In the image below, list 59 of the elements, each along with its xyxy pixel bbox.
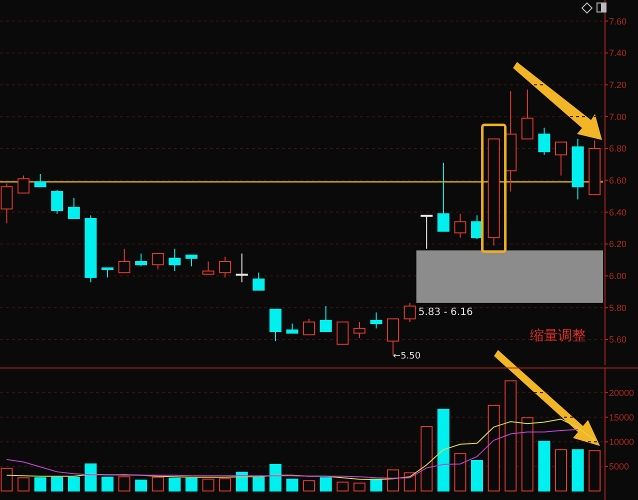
- y-tick-label: 7.40: [609, 48, 627, 58]
- bar: [118, 476, 130, 492]
- bar: [84, 463, 97, 492]
- bar: [387, 469, 400, 492]
- y-tick-label: 5.80: [609, 302, 627, 313]
- bar: [353, 482, 366, 492]
- bar: [454, 453, 466, 492]
- y-tick-label: 7.20: [609, 80, 627, 90]
- annotation: 缩量调整: [530, 328, 586, 344]
- bar: [202, 478, 214, 492]
- bar: [420, 426, 433, 492]
- bar: [303, 480, 316, 492]
- bar: [219, 478, 232, 492]
- y-tick-label: 6.80: [609, 144, 627, 154]
- bar: [135, 480, 148, 492]
- band-label: 5.83 - 6.16: [418, 306, 473, 318]
- bar: [34, 477, 46, 492]
- y-tick-label: 6.40: [609, 207, 627, 218]
- bar: [68, 476, 80, 492]
- bar: [370, 478, 382, 492]
- candlestick: [135, 253, 148, 267]
- y-tick-label: 20000: [609, 388, 634, 398]
- bar: [152, 476, 164, 492]
- bar: [437, 408, 450, 492]
- bar: [168, 478, 181, 492]
- bar: [555, 449, 568, 492]
- bar: [471, 460, 484, 492]
- bar: [504, 380, 517, 492]
- bar: [572, 449, 584, 492]
- y-tick-label: 7.60: [609, 16, 627, 26]
- y-tick-label: 5.60: [609, 334, 627, 345]
- bar: [320, 477, 332, 492]
- bar: [0, 468, 13, 492]
- bar: [336, 482, 349, 492]
- bar: [286, 478, 298, 492]
- bar: [269, 464, 282, 492]
- candlestick: [572, 138, 584, 200]
- candlestick: [219, 256, 232, 278]
- y-tick-label: 6.20: [609, 239, 627, 250]
- y-tick-label: 7.00: [609, 112, 627, 122]
- y-tick-label: 6.60: [609, 175, 627, 186]
- annotation: ←5.50: [393, 352, 421, 362]
- bar: [185, 478, 198, 492]
- y-tick-label: 6.00: [609, 270, 627, 281]
- bar: [521, 417, 534, 492]
- y-tick-label: 10000: [609, 436, 634, 447]
- y-tick-label: 15000: [609, 412, 634, 422]
- bar: [538, 440, 550, 492]
- bar: [51, 476, 64, 492]
- bar: [588, 450, 601, 492]
- bar: [488, 404, 500, 492]
- line-series: [6, 429, 578, 479]
- bar: [18, 477, 30, 492]
- candlestick: [353, 322, 366, 338]
- y-tick-label: 5000: [609, 462, 630, 472]
- bar: [252, 476, 265, 492]
- candlestick: [370, 312, 382, 329]
- bar: [102, 476, 114, 492]
- candlestick: [168, 248, 181, 272]
